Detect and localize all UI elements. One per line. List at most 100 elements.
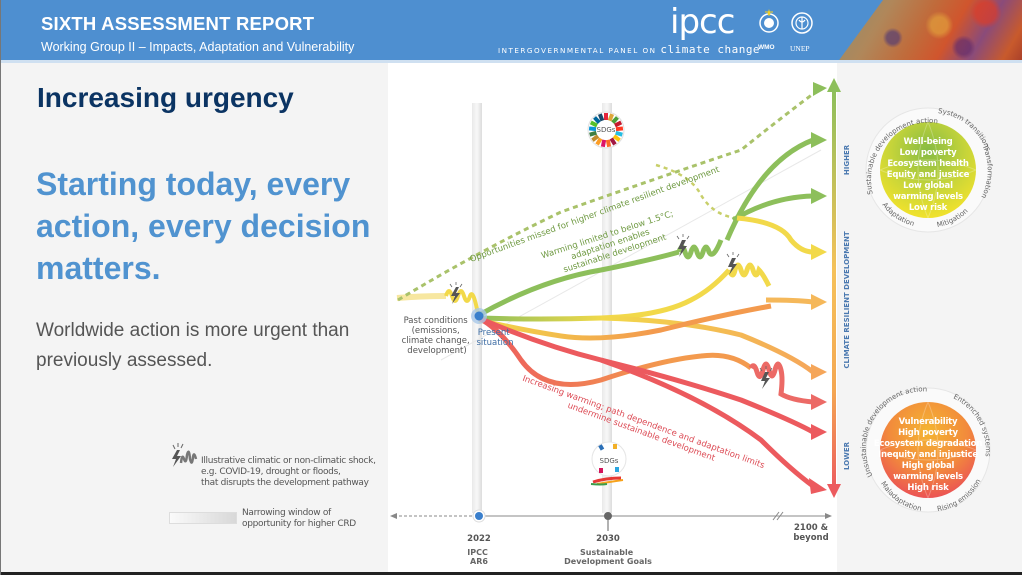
high-outcome-item: Ecosystem health xyxy=(887,159,969,169)
tick-2022: 2022 xyxy=(467,534,491,544)
legend-shock-line: e.g. COVID-19, drought or floods, xyxy=(201,467,341,477)
green-pathway xyxy=(477,249,680,318)
ipcc-tagline-small: INTERGOVERNMENTAL PANEL ON xyxy=(498,46,657,55)
yellow-shock-wiggle xyxy=(726,262,772,288)
sdg-wheel-segment xyxy=(609,137,617,146)
high-outcome-item: Low poverty xyxy=(899,148,957,158)
yellow-pathway xyxy=(478,268,731,322)
high-outcome-circle xyxy=(865,107,991,233)
high-outcome-item: warming levels xyxy=(893,192,963,202)
arrow-head-orange-low xyxy=(811,364,827,380)
low-outcome-item: High risk xyxy=(907,483,949,493)
red-shock-icon xyxy=(759,366,773,389)
legend-shock-line: Illustrative climatic or non-climatic sh… xyxy=(201,456,376,466)
body-text: Worldwide action is more urgent than pre… xyxy=(36,320,350,371)
sdg-wheel-top-label: SDGs xyxy=(597,126,616,134)
low-outcome-item: Vulnerability xyxy=(898,417,958,427)
sdg-wheel-segment xyxy=(605,139,612,148)
timeline-2022-dot xyxy=(475,512,483,520)
legend-shock-line: that disrupts the development pathway xyxy=(201,478,369,488)
crd-axis xyxy=(832,90,836,490)
lightning-shock-icon xyxy=(172,443,198,467)
red-pathway xyxy=(478,315,815,435)
ipcc-logo-wordmark: ipcc xyxy=(670,2,735,42)
low-outcome-circle xyxy=(865,387,991,513)
ipcc-tagline: INTERGOVERNMENTAL PANEL ON climate chang… xyxy=(498,43,760,56)
low-outcome-item: Inequity and injustice xyxy=(878,450,978,460)
arrow-head-red xyxy=(811,424,827,440)
header-divider xyxy=(1,60,1022,63)
legend-window-swatch xyxy=(169,512,237,524)
sdg-wheel-bottom-label: SDGs xyxy=(600,457,619,465)
increasing-warming-label: Increasing warming; path dependence and … xyxy=(518,374,769,482)
bottom-border xyxy=(1,572,1022,575)
sdg-wheel-broken xyxy=(590,441,627,486)
orange-pathway xyxy=(478,303,772,341)
green-pathway-high xyxy=(724,137,814,241)
arrow-head-red-mid xyxy=(811,394,827,410)
yellow-pathway-top xyxy=(736,215,814,255)
tick-2030-caption: Sustainable Development Goals xyxy=(564,548,652,566)
header-banner: SIXTH ASSESSMENT REPORT Working Group II… xyxy=(1,0,1022,60)
legend-shock-text: Illustrative climatic or non-climatic sh… xyxy=(201,456,391,489)
timeline-break xyxy=(772,511,784,521)
sdg-wheel-segment xyxy=(604,113,608,120)
sdg-wheel-segment xyxy=(614,120,623,128)
sdg-wheel-segment xyxy=(607,113,615,122)
headline: Starting today, every action, every deci… xyxy=(36,166,371,286)
crd-axis-down-arrow xyxy=(827,484,841,498)
sdg-wheel-segment xyxy=(591,134,600,142)
red-orange-pathway xyxy=(477,315,753,387)
yellow-pathway-branch-a xyxy=(765,297,814,305)
arrow-head-yellow-top xyxy=(811,244,827,260)
arrow-head-dashed xyxy=(813,82,827,96)
high-outcome-items: Well-being Low poverty Ecosystem health … xyxy=(878,137,978,214)
past-conditions-label: Past conditions (emissions, climate chan… xyxy=(402,316,473,356)
sdg-wheel-segment xyxy=(600,139,607,148)
high-outcome-item: Low global xyxy=(903,181,953,191)
sdg-wheel-segment xyxy=(595,137,603,146)
opportunity-dashed-branch xyxy=(655,163,737,220)
arrow-head-yellow-a xyxy=(811,294,827,310)
sdg-wheel-segment xyxy=(615,130,623,137)
time-band-2030 xyxy=(602,103,612,513)
sdg-wheel-segment xyxy=(589,120,598,128)
legend-window-text: Narrowing window of opportunity for high… xyxy=(242,508,356,530)
sdg-wheel-segment xyxy=(589,130,597,137)
sdg-wheel-segment xyxy=(597,113,605,122)
low-outcome-items: Vulnerability High poverty Ecosystem deg… xyxy=(873,417,983,494)
low-outcome-item: warming levels xyxy=(893,472,963,482)
arrow-head-green-high xyxy=(811,132,827,148)
green-shock-wiggle xyxy=(676,239,724,260)
opportunity-dashed-pathway xyxy=(397,86,822,302)
crd-axis-higher: HIGHER xyxy=(843,144,851,175)
arrow-head-green-mid xyxy=(811,188,827,204)
report-title: SIXTH ASSESSMENT REPORT xyxy=(41,13,315,34)
crd-axis-title: CLIMATE RESILIENT DEVELOPMENT xyxy=(843,231,851,368)
high-outcome-item: Well-being xyxy=(903,137,953,147)
red-pathway-lowest xyxy=(600,357,815,489)
low-outcome-item: High global xyxy=(901,461,955,471)
sdg-wheel-top xyxy=(587,111,625,149)
wmo-label: WMO xyxy=(758,44,775,51)
yellow-orange-pathway xyxy=(600,315,815,374)
past-shock-wiggle xyxy=(444,289,480,315)
legend-window-line: opportunity for higher CRD xyxy=(242,519,356,529)
slide-title: Increasing urgency xyxy=(37,82,294,113)
past-pathway xyxy=(396,293,447,301)
green-shock-icon xyxy=(676,234,690,257)
tick-2030: 2030 xyxy=(596,534,620,544)
sdg-wheel-segment xyxy=(612,134,621,142)
past-shock-icon xyxy=(449,282,463,304)
high-outcome-item: Low risk xyxy=(908,203,948,213)
low-outcome-item: High poverty xyxy=(898,428,958,438)
unep-emblem-icon xyxy=(791,12,813,34)
green-pathway-mid xyxy=(731,193,814,223)
ipcc-tagline-big: climate change xyxy=(660,43,761,56)
sdg-wheel-segment xyxy=(615,126,624,132)
tick-2100-caption: beyond xyxy=(793,533,828,543)
report-subtitle: Working Group II – Impacts, Adaptation a… xyxy=(41,40,355,54)
yellow-shock-icon xyxy=(726,252,740,275)
